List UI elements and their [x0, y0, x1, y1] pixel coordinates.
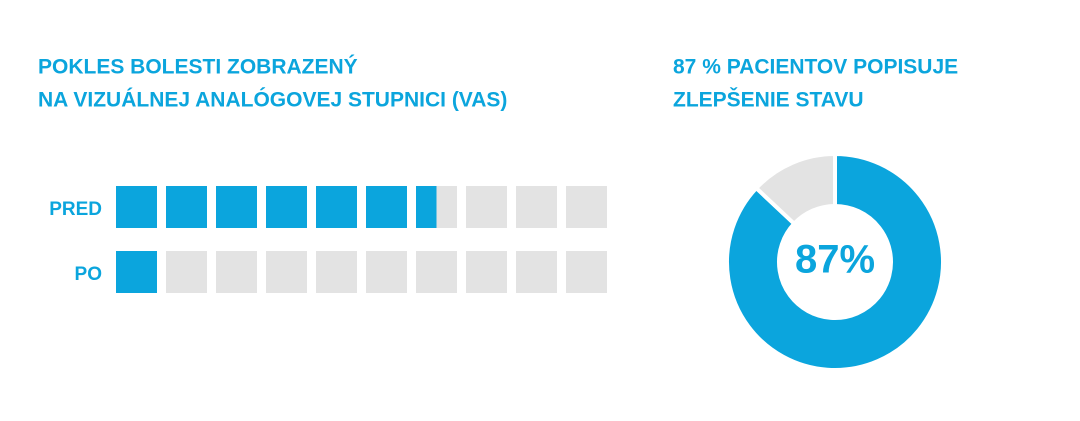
scale-cell: [366, 251, 407, 293]
vas-fill: [116, 251, 157, 293]
chart-title: POKLES BOLESTI ZOBRAZENÝ: [38, 55, 358, 79]
scale-cell: [566, 251, 607, 293]
donut-segment: [725, 151, 945, 372]
scale-cell: [216, 251, 257, 293]
scale-cell: [466, 186, 507, 228]
scale-cell: [516, 251, 557, 293]
chart-title: ZLEPŠENIE STAVU: [673, 88, 864, 112]
center-label: 87%: [795, 238, 875, 282]
chart-title: 87 % PACIENTOV POPISUJE: [673, 56, 958, 79]
vas-fill: [416, 186, 437, 228]
donut-segment: [753, 151, 837, 227]
scale-cell: [316, 251, 357, 293]
vas-fill: [266, 186, 307, 228]
vas-fill: [316, 186, 357, 228]
vas-fill: [366, 186, 407, 228]
scale-cell: [566, 186, 607, 228]
vas-fill: [116, 186, 157, 228]
chart-title: NA VIZUÁLNEJ ANALÓGOVEJ STUPNICI (VAS): [38, 88, 507, 112]
vas-fill: [216, 186, 257, 228]
scale-cell: [166, 251, 207, 293]
scale-cell: [416, 251, 457, 293]
scale-cell: [466, 251, 507, 293]
scale-cell: [516, 186, 557, 228]
category-label: PO: [75, 264, 102, 285]
scale-cell: [266, 251, 307, 293]
vas-fill: [166, 186, 207, 228]
category-label: PRED: [49, 199, 102, 220]
